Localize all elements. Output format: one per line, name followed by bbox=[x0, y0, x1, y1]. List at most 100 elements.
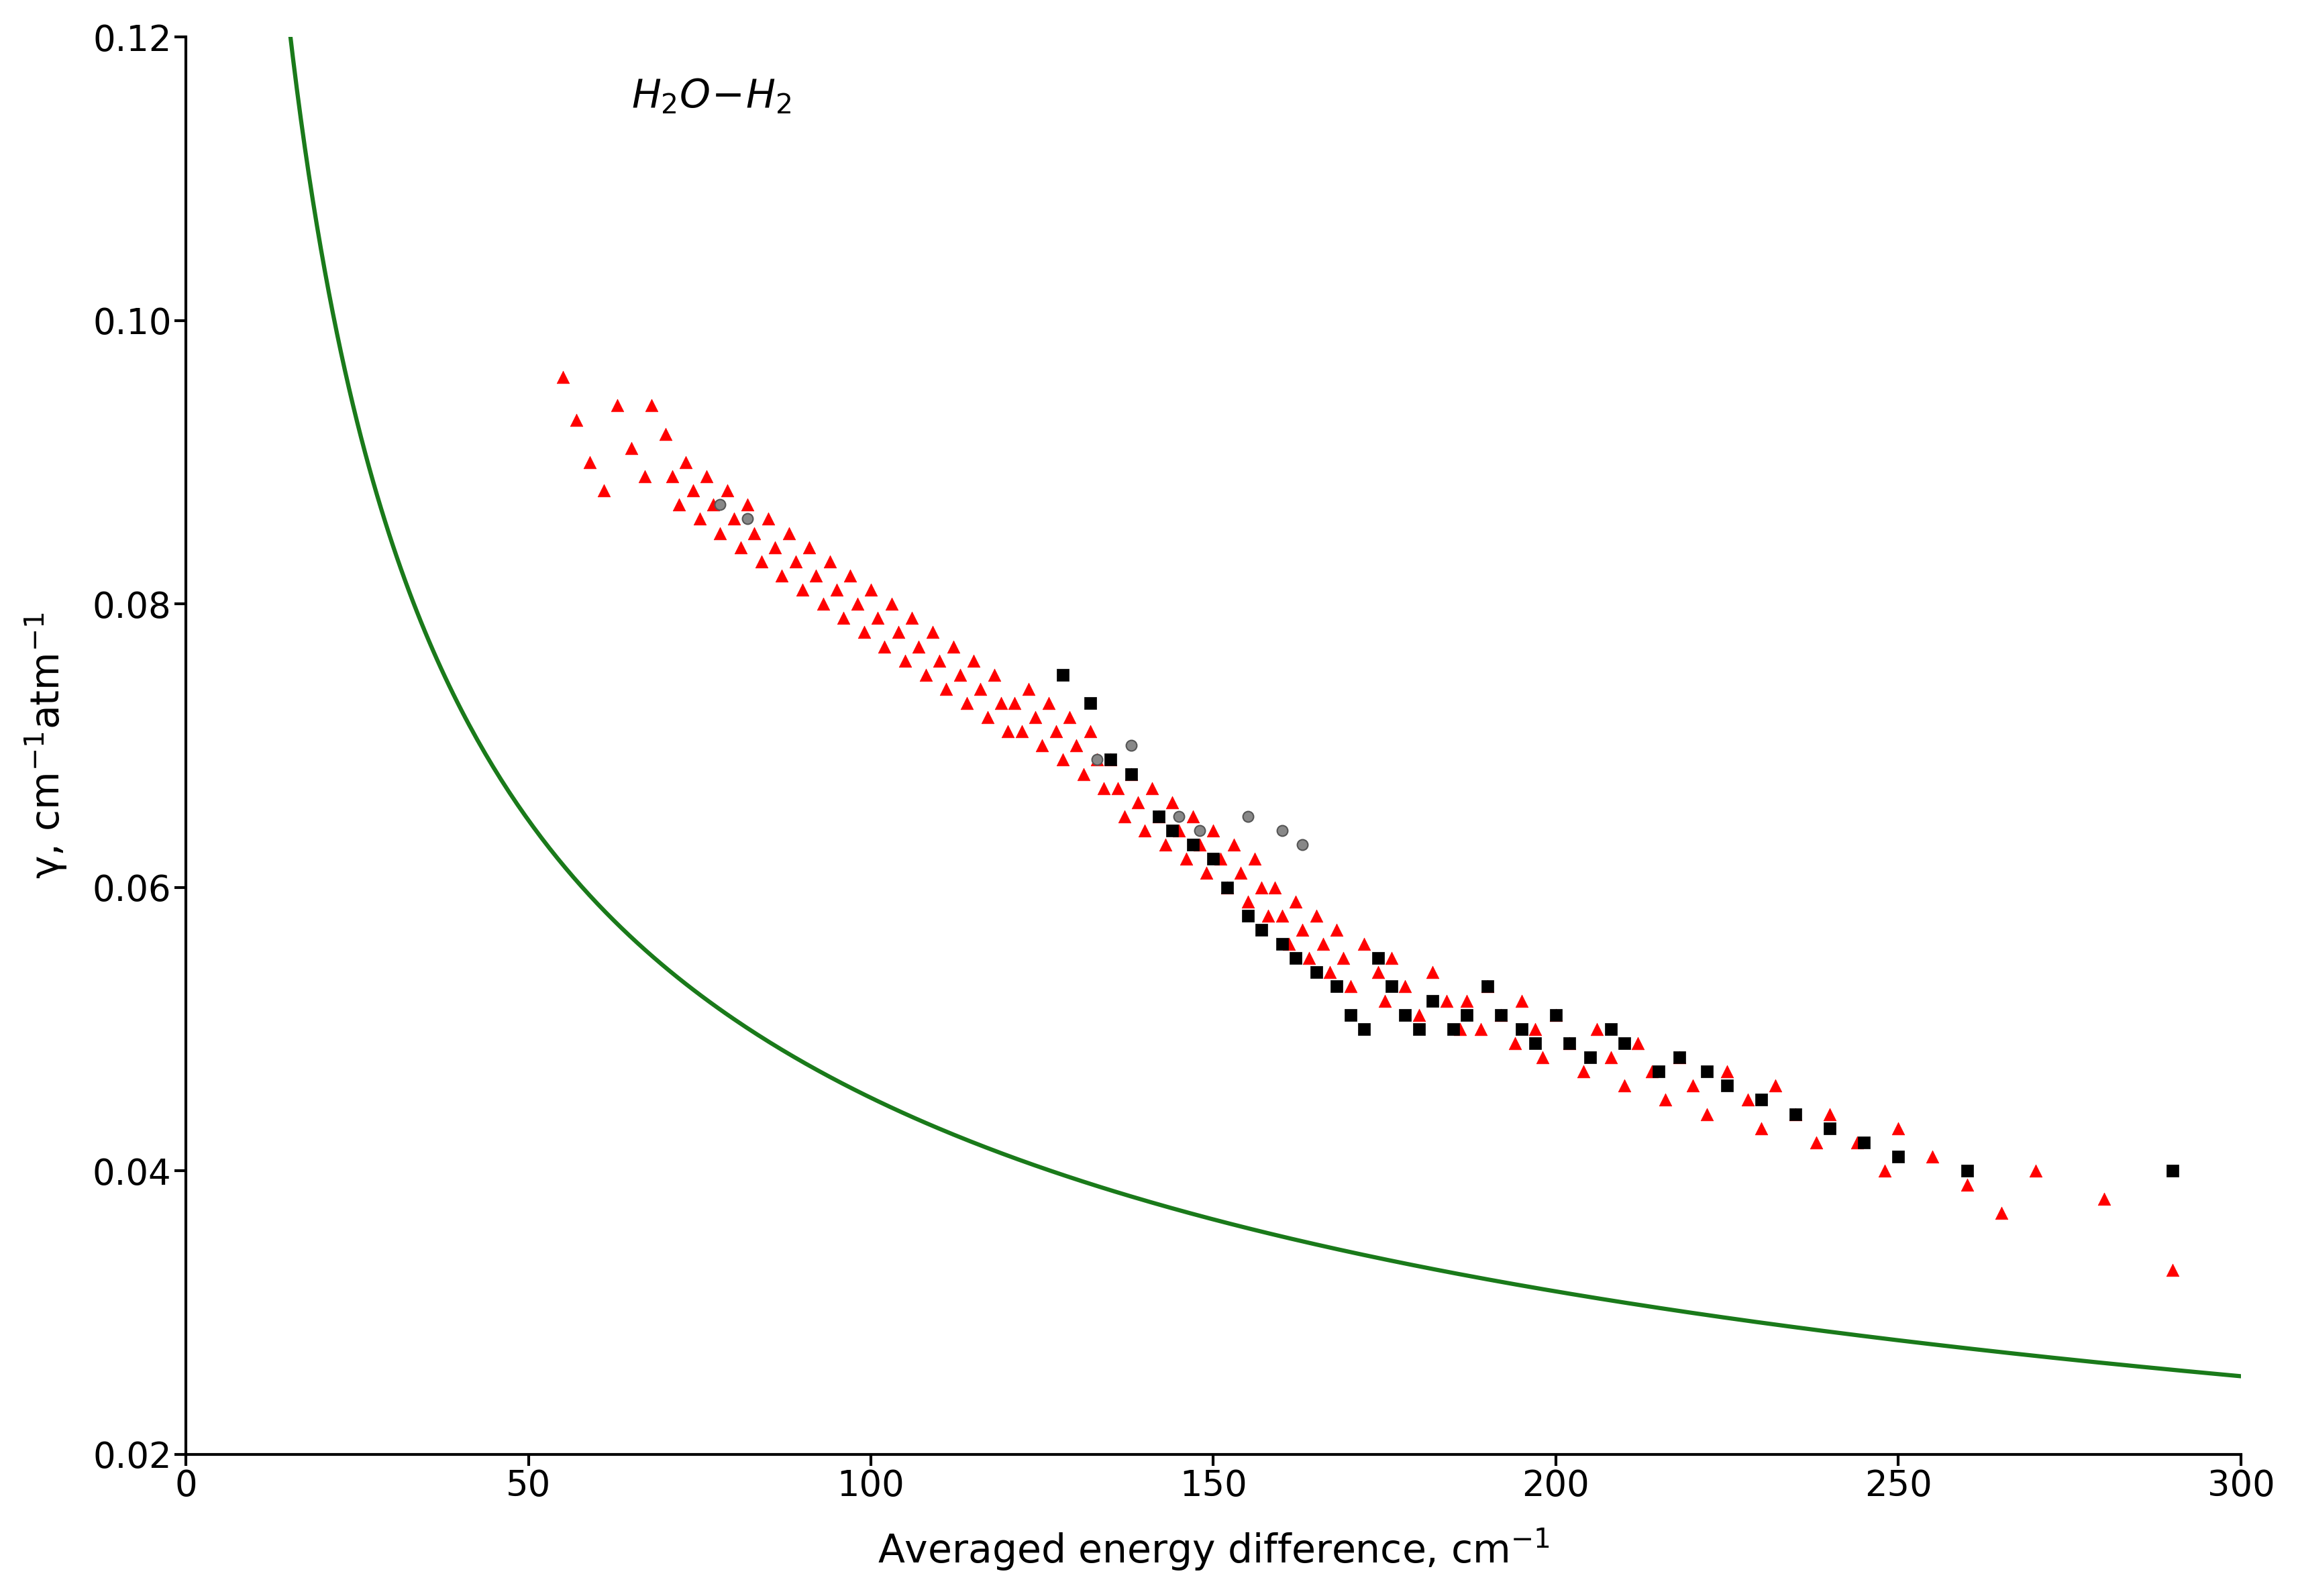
Point bbox=[1071, 691, 1108, 717]
Point bbox=[797, 563, 834, 589]
Point bbox=[1565, 1058, 1602, 1084]
Point bbox=[1537, 1002, 1574, 1028]
Point bbox=[1216, 832, 1252, 857]
Point bbox=[1386, 1002, 1422, 1028]
Point bbox=[1367, 988, 1404, 1013]
Point bbox=[1606, 1031, 1643, 1057]
Y-axis label: γ, cm$^{-1}$atm$^{-1}$: γ, cm$^{-1}$atm$^{-1}$ bbox=[23, 613, 69, 879]
Point bbox=[1756, 1073, 1792, 1098]
Point bbox=[1866, 1159, 1903, 1184]
Point bbox=[662, 492, 699, 517]
Point bbox=[1319, 974, 1356, 999]
Point bbox=[728, 492, 765, 517]
Point bbox=[749, 506, 786, 531]
Point bbox=[1468, 974, 1505, 999]
Point bbox=[984, 691, 1020, 717]
Point bbox=[956, 648, 993, 674]
Point bbox=[545, 364, 581, 389]
Point bbox=[1579, 1017, 1615, 1042]
Point bbox=[701, 520, 738, 546]
Point bbox=[1064, 761, 1101, 787]
Point bbox=[1319, 918, 1356, 943]
Point bbox=[1347, 1017, 1383, 1042]
Point bbox=[1167, 846, 1204, 871]
Point bbox=[655, 463, 692, 488]
Point bbox=[1949, 1159, 1985, 1184]
Point bbox=[1551, 1031, 1588, 1057]
Point bbox=[942, 662, 979, 688]
Point bbox=[1448, 988, 1485, 1013]
Point bbox=[1374, 945, 1411, 970]
Point bbox=[901, 634, 938, 659]
Point bbox=[1776, 1101, 1813, 1127]
Point bbox=[990, 718, 1027, 744]
Point bbox=[742, 549, 779, 575]
Point bbox=[1880, 1144, 1917, 1170]
Point bbox=[928, 677, 965, 702]
Point bbox=[1223, 860, 1259, 886]
Point bbox=[1914, 1144, 1951, 1170]
Point bbox=[963, 677, 1000, 702]
Point bbox=[1496, 1031, 1533, 1057]
Point bbox=[1195, 817, 1232, 843]
Point bbox=[2018, 1159, 2054, 1184]
Point bbox=[777, 549, 813, 575]
Point bbox=[1305, 930, 1342, 956]
Point bbox=[614, 436, 650, 461]
Point bbox=[894, 605, 931, 630]
Point bbox=[1880, 1116, 1917, 1141]
Point bbox=[1278, 889, 1314, 915]
Point bbox=[1011, 677, 1048, 702]
Point bbox=[673, 477, 710, 503]
Point bbox=[1229, 889, 1266, 915]
Point bbox=[1188, 860, 1225, 886]
Point bbox=[1078, 747, 1115, 772]
Point bbox=[2153, 1159, 2190, 1184]
Point bbox=[1845, 1130, 1882, 1156]
Point bbox=[811, 549, 848, 575]
Point bbox=[1399, 1002, 1436, 1028]
Point bbox=[1551, 1031, 1588, 1057]
Point bbox=[687, 463, 724, 488]
X-axis label: Averaged energy difference, cm$^{-1}$: Averaged energy difference, cm$^{-1}$ bbox=[878, 1527, 1549, 1572]
Point bbox=[1036, 718, 1073, 744]
Point bbox=[1374, 974, 1411, 999]
Point bbox=[1648, 1087, 1684, 1112]
Point bbox=[791, 535, 827, 560]
Point bbox=[2087, 1186, 2123, 1211]
Point bbox=[1229, 804, 1266, 830]
Point bbox=[1209, 875, 1246, 900]
Point bbox=[1413, 959, 1450, 985]
Point bbox=[908, 662, 944, 688]
Point bbox=[921, 648, 958, 674]
Point bbox=[1264, 903, 1301, 929]
Point bbox=[1983, 1200, 2020, 1226]
Point bbox=[1025, 733, 1062, 758]
Point bbox=[1517, 1017, 1553, 1042]
Point bbox=[1742, 1116, 1779, 1141]
Point bbox=[1661, 1044, 1698, 1069]
Point bbox=[1112, 733, 1149, 758]
Point bbox=[586, 477, 623, 503]
Point bbox=[1448, 1002, 1485, 1028]
Point bbox=[1057, 733, 1094, 758]
Point bbox=[1043, 662, 1080, 688]
Point bbox=[694, 492, 731, 517]
Point bbox=[1593, 1044, 1629, 1069]
Point bbox=[1326, 945, 1363, 970]
Text: $\mathit{H_2O\!-\!H_2}$: $\mathit{H_2O\!-\!H_2}$ bbox=[632, 78, 791, 117]
Point bbox=[949, 691, 986, 717]
Point bbox=[572, 450, 609, 476]
Point bbox=[1229, 903, 1266, 929]
Point bbox=[1112, 761, 1149, 787]
Point bbox=[648, 421, 685, 447]
Point bbox=[1776, 1101, 1813, 1127]
Point bbox=[1593, 1017, 1629, 1042]
Point bbox=[1537, 1002, 1574, 1028]
Point bbox=[1641, 1058, 1678, 1084]
Point bbox=[1482, 1002, 1519, 1028]
Point bbox=[1105, 804, 1142, 830]
Point bbox=[1243, 875, 1280, 900]
Point bbox=[832, 563, 869, 589]
Point bbox=[1797, 1130, 1834, 1156]
